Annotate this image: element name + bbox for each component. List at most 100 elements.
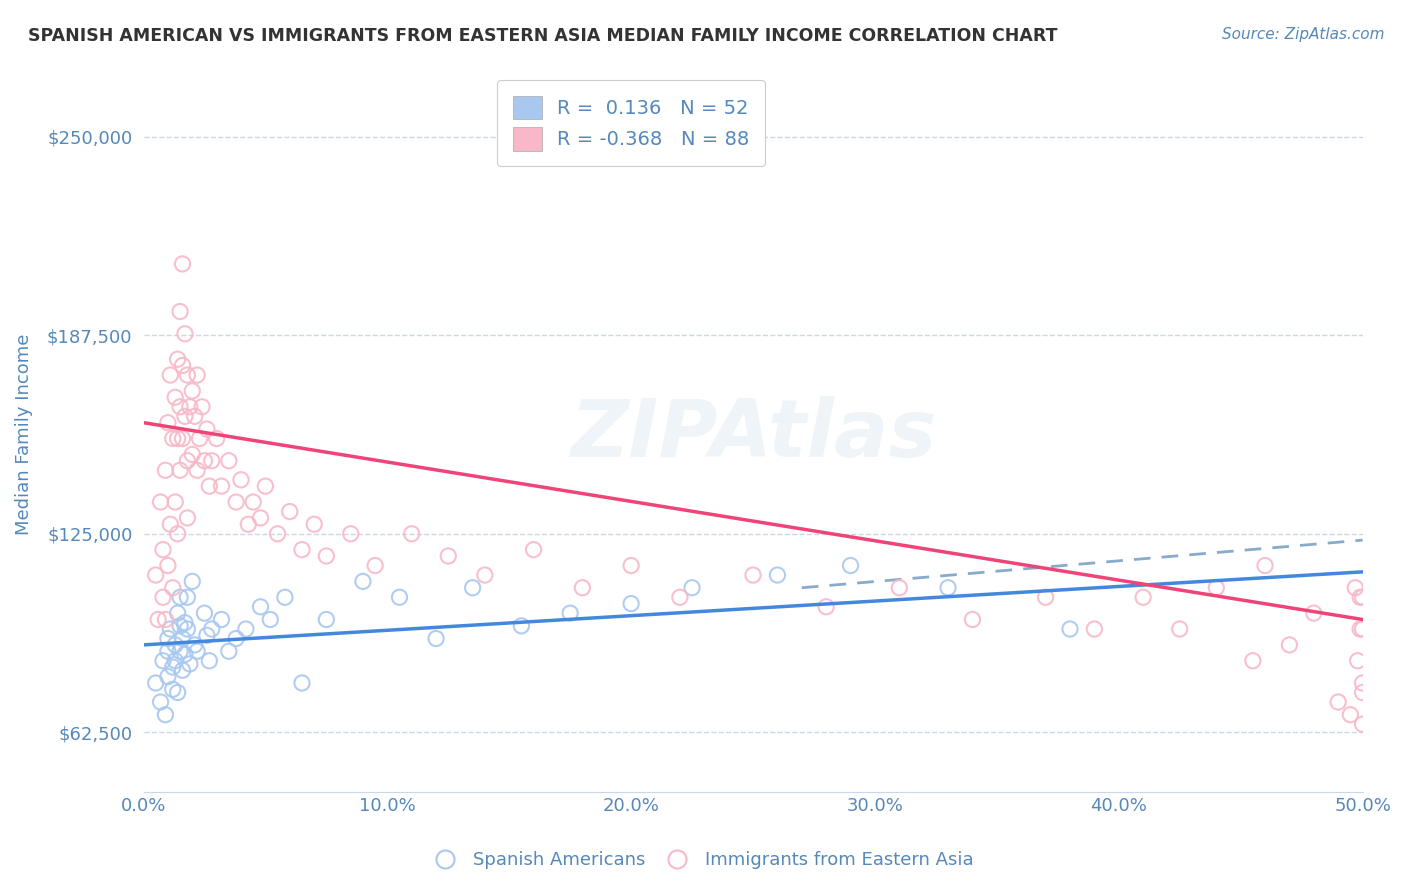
Point [188,432,211,446]
Point [315,549,337,563]
Point [474,568,496,582]
Point [1302,606,1324,620]
Point [201,454,224,468]
Point [186,644,208,658]
Point [291,676,314,690]
Point [1351,717,1374,731]
Point [166,526,188,541]
Point [176,622,198,636]
Point [183,409,205,424]
Point [1059,622,1081,636]
Point [1348,591,1371,605]
Point [181,574,204,589]
Point [159,622,181,636]
Point [176,368,198,382]
Point [1351,622,1374,636]
Legend: Spanish Americans, Immigrants from Eastern Asia: Spanish Americans, Immigrants from Easte… [423,842,983,879]
Point [249,511,271,525]
Point [152,654,174,668]
Point [181,447,204,461]
Point [198,654,221,668]
Point [166,352,188,367]
Point [315,612,337,626]
Point [571,581,593,595]
Point [179,400,201,414]
Point [174,409,197,424]
Point [889,581,911,595]
Point [179,657,201,671]
Point [401,526,423,541]
Text: ZIPAtlas: ZIPAtlas [569,395,936,474]
Point [1132,591,1154,605]
Point [169,304,191,318]
Point [172,432,194,446]
Point [1035,591,1057,605]
Point [242,495,264,509]
Point [1168,622,1191,636]
Point [186,368,208,382]
Point [259,612,281,626]
Point [195,422,218,436]
Text: SPANISH AMERICAN VS IMMIGRANTS FROM EASTERN ASIA MEDIAN FAMILY INCOME CORRELATIO: SPANISH AMERICAN VS IMMIGRANTS FROM EAST… [28,27,1057,45]
Point [149,695,172,709]
Point [211,612,233,626]
Point [156,558,179,573]
Point [238,517,260,532]
Point [1278,638,1301,652]
Point [266,526,288,541]
Point [201,622,224,636]
Point [1205,581,1227,595]
Point [1351,676,1374,690]
Point [155,612,177,626]
Text: Source: ZipAtlas.com: Source: ZipAtlas.com [1222,27,1385,42]
Point [159,368,181,382]
Point [1327,695,1350,709]
Point [225,632,247,646]
Point [249,599,271,614]
Point [191,400,214,414]
Point [176,454,198,468]
Point [235,622,257,636]
Point [620,558,643,573]
Point [162,682,184,697]
Point [962,612,984,626]
Point [425,632,447,646]
Point [461,581,484,595]
Point [225,495,247,509]
Point [169,619,191,633]
Point [152,542,174,557]
Point [211,479,233,493]
Point [352,574,374,589]
Point [172,663,194,677]
Point [198,479,221,493]
Point [815,599,838,614]
Point [1351,685,1374,699]
Point [742,568,765,582]
Point [229,473,252,487]
Point [839,558,862,573]
Point [165,638,187,652]
Point [176,591,198,605]
Point [165,390,187,404]
Point [181,384,204,398]
Point [166,432,188,446]
Legend: R =  0.136   N = 52, R = -0.368   N = 88: R = 0.136 N = 52, R = -0.368 N = 88 [498,80,765,166]
Point [1344,581,1367,595]
Point [291,542,314,557]
Y-axis label: Median Family Income: Median Family Income [15,334,32,535]
Point [620,597,643,611]
Point [176,511,198,525]
Point [183,638,205,652]
Point [186,463,208,477]
Point [169,591,191,605]
Point [165,495,187,509]
Point [152,591,174,605]
Point [1347,654,1369,668]
Point [156,670,179,684]
Point [172,257,194,271]
Point [254,479,277,493]
Point [669,591,692,605]
Point [156,416,179,430]
Point [302,517,325,532]
Point [162,581,184,595]
